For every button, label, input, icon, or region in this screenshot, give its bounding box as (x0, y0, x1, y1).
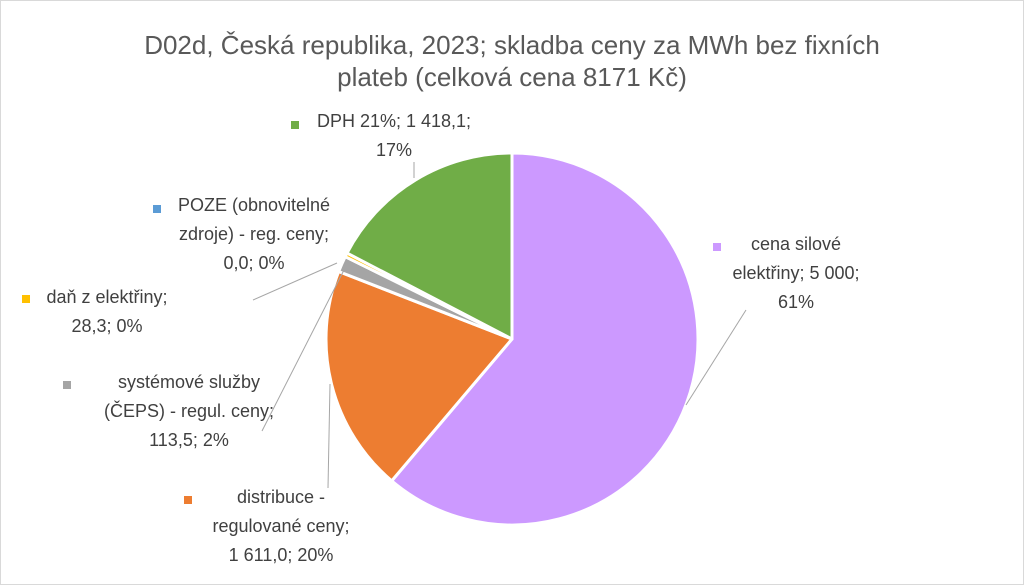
data-label-line: zdroje) - reg. ceny; (179, 224, 329, 244)
label-marker-dph-21 (291, 121, 299, 129)
data-label-line: elektřiny; 5 000; (732, 263, 859, 283)
leader-line-systemove-sluzby-ceps-regul-ceny (261, 269, 345, 432)
data-label-line: DPH 21%; 1 418,1; (317, 111, 471, 131)
data-label-dph-21: DPH 21%; 1 418,1; 17% (317, 111, 471, 160)
data-label-dan-z-elektriny: daň z elektřiny; 28,3; 0% (46, 287, 167, 336)
data-label-systemove-sluzby-ceps-regul-ceny: systémové služby (ČEPS) - regul. ceny; 113… (104, 372, 274, 450)
data-label-line: 17% (376, 140, 412, 160)
data-labels: cena silové elektřiny; 5 000; 61% distribuc… (22, 111, 860, 565)
data-label-line: distribuce - (237, 487, 325, 507)
pie-slices (324, 151, 700, 527)
label-marker-cena-silove-elektriny (713, 243, 721, 251)
data-label-line: regulované ceny; (212, 516, 349, 536)
leader-line-distribuce-regulovane-ceny (327, 383, 331, 489)
data-label-line: daň z elektřiny; (46, 287, 167, 307)
leader-line-dan-z-elektriny (252, 262, 338, 301)
data-label-line: 28,3; 0% (71, 316, 142, 336)
pie-slice-cena-silove-elektriny (390, 151, 700, 527)
data-label-distribuce-regulovane-ceny: distribuce - regulované ceny; 1 611,0; 20% (212, 487, 349, 565)
label-marker-distribuce-regulovane-ceny (184, 496, 192, 504)
pie-slice-dph-21 (345, 151, 514, 341)
leader-lines (252, 162, 747, 489)
chart-title-line-1: D02d, Česká republika, 2023; skladba cen… (144, 30, 880, 60)
data-label-line: 1 611,0; 20% (229, 545, 334, 565)
data-label-line: POZE (obnovitelné (178, 195, 330, 215)
data-label-line: 0,0; 0% (223, 253, 284, 273)
label-marker-poze-obnovitelne-zdroje-reg-ceny (153, 205, 161, 213)
data-label-poze-obnovitelne-zdroje-reg-ceny: POZE (obnovitelné zdroje) - reg. ceny; 0,0… (178, 195, 330, 273)
data-label-cena-silove-elektriny: cena silové elektřiny; 5 000; 61% (732, 234, 859, 312)
data-label-line: (ČEPS) - regul. ceny; (104, 400, 274, 421)
data-label-line: cena silové (751, 234, 841, 254)
data-label-line: systémové služby (118, 372, 260, 392)
label-marker-dan-z-elektriny (22, 295, 30, 303)
label-marker-systemove-sluzby-ceps-regul-ceny (63, 381, 71, 389)
data-label-line: 61% (778, 292, 814, 312)
chart-title-line-2: plateb (celková cena 8171 Kč) (337, 62, 687, 92)
data-label-line: 113,5; 2% (149, 430, 229, 450)
leader-line-cena-silove-elektriny (685, 309, 747, 406)
